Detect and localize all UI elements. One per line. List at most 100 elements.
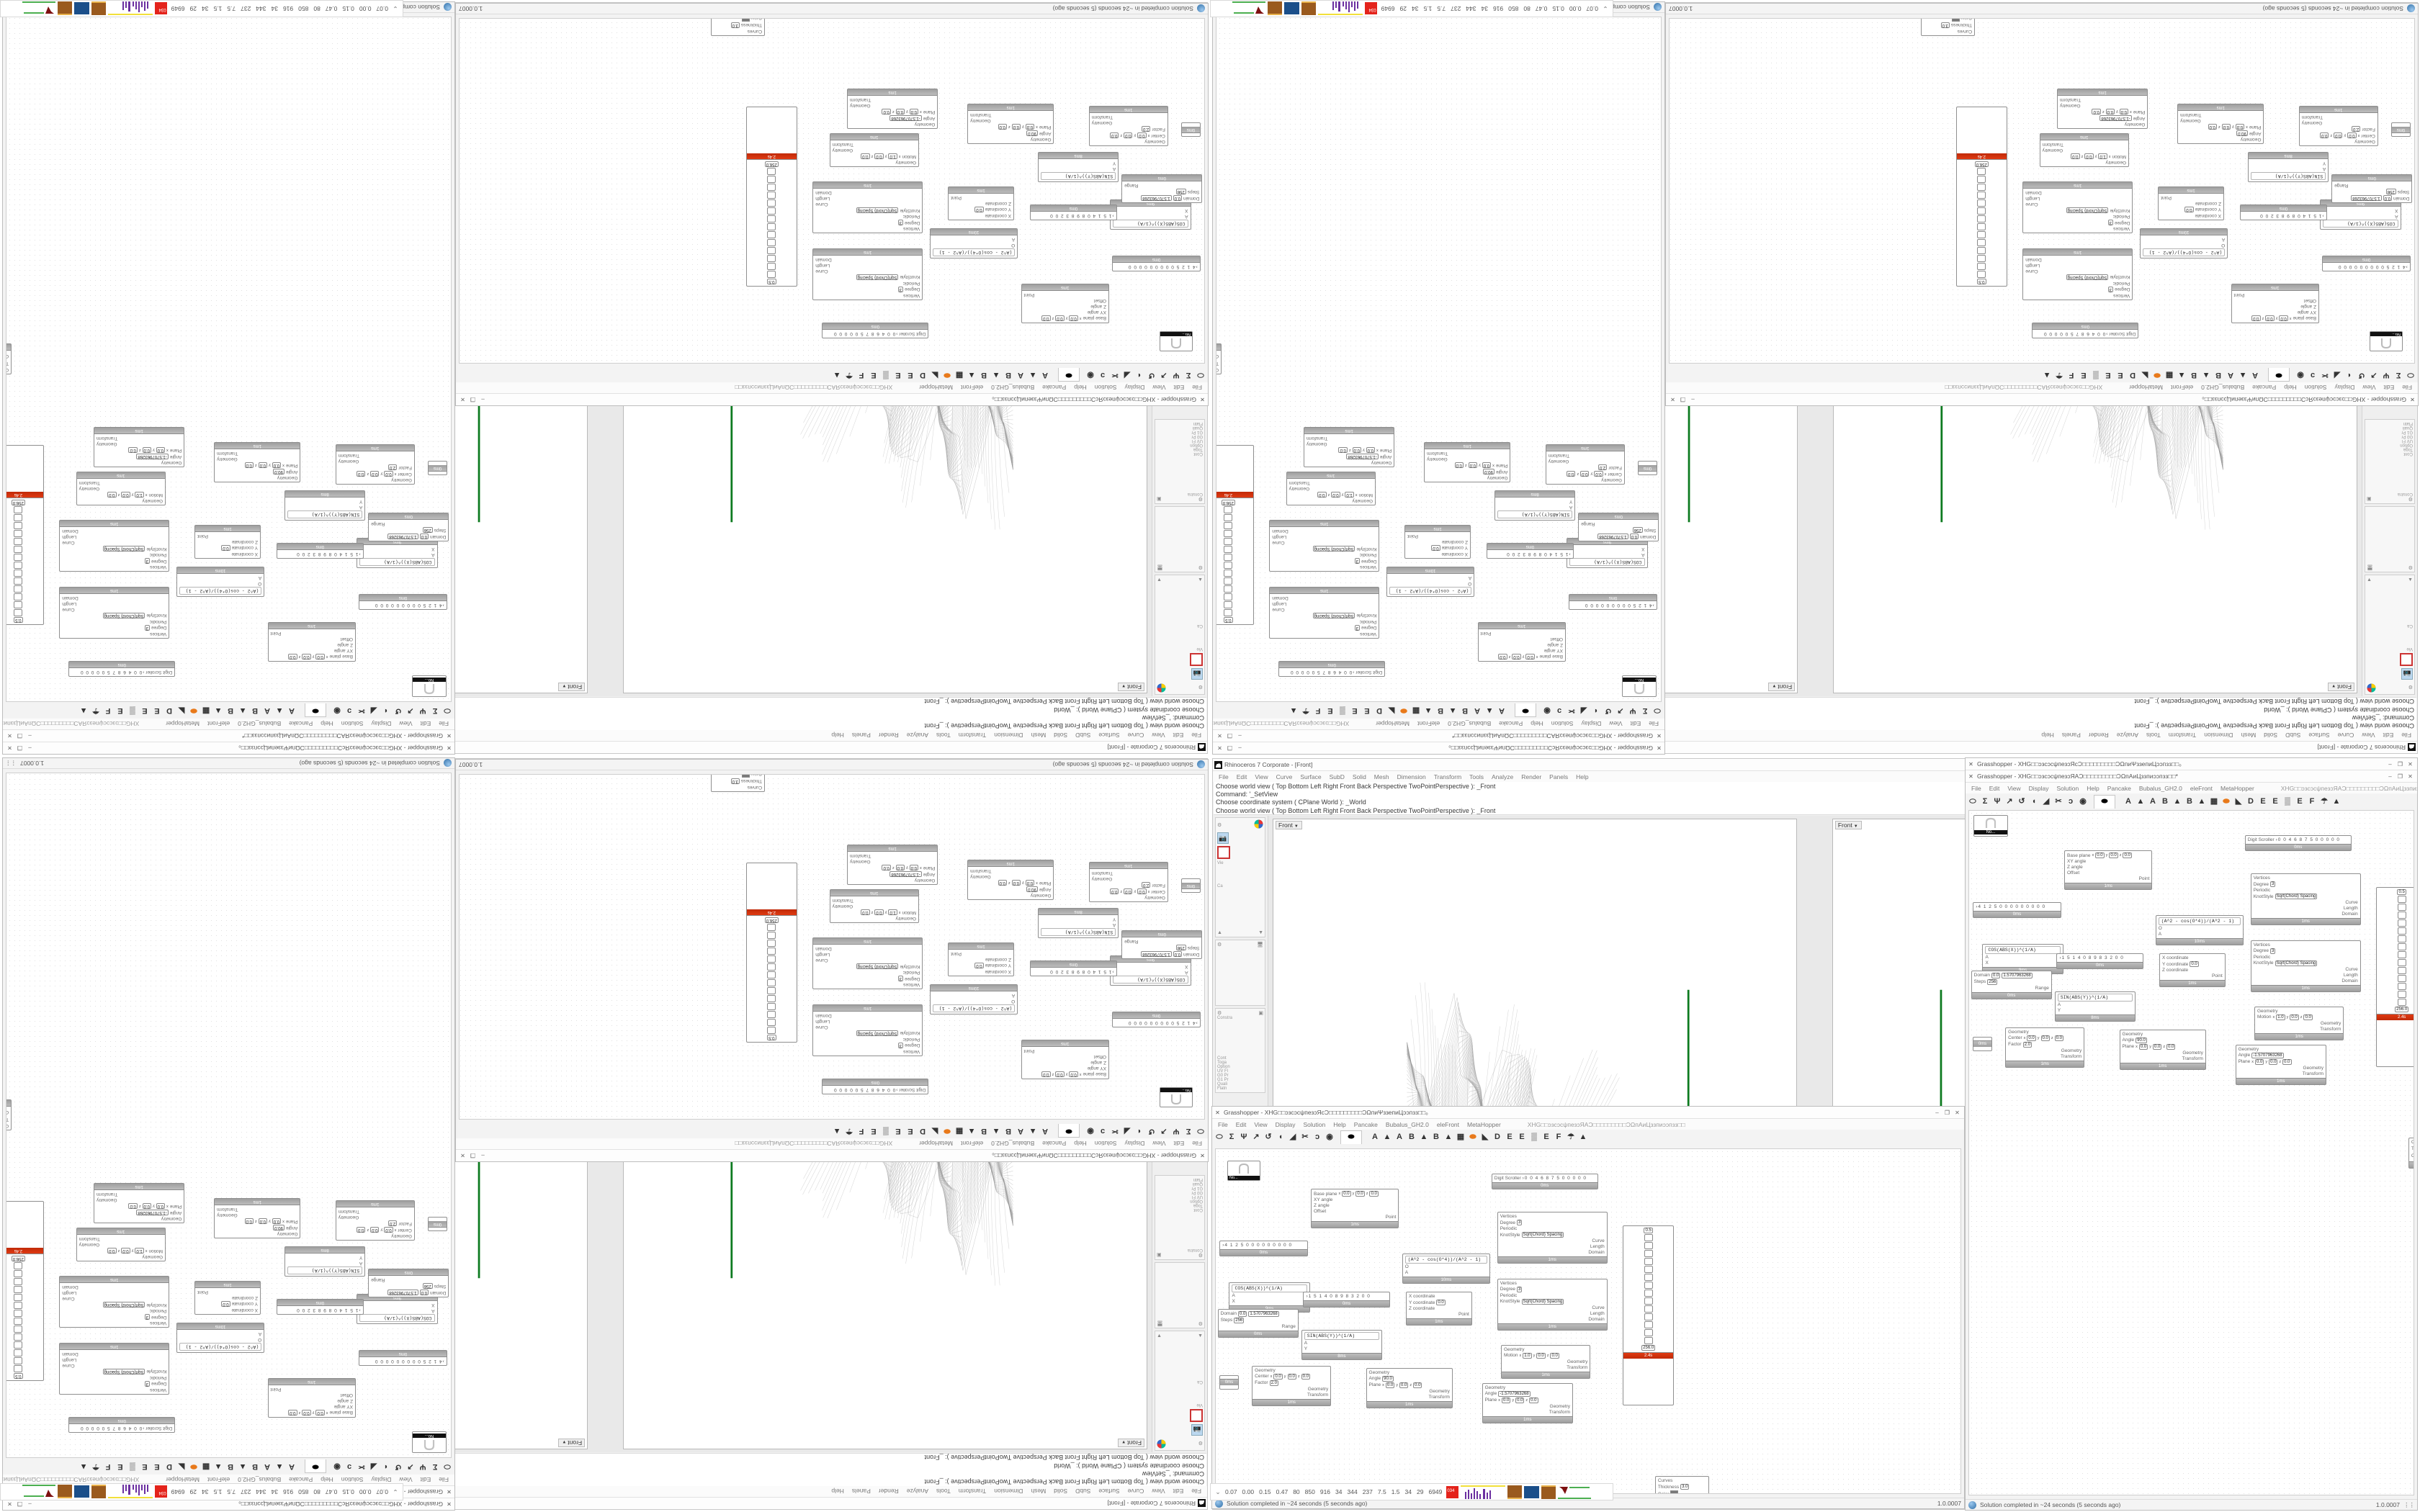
gh-input-port[interactable]: A (1468, 575, 1472, 580)
gh-value-input[interactable]: 0.0 (2265, 315, 2275, 321)
gh-output-port[interactable]: Length (62, 1356, 77, 1362)
gh-expression[interactable]: SIN(ABS(Y))^(1/A) (287, 1266, 363, 1275)
gh-output-port[interactable]: Curve (2025, 268, 2038, 274)
gh-value-input[interactable]: 0.0 (895, 109, 905, 115)
gh-list-item[interactable] (14, 1326, 23, 1333)
gh-menubar[interactable]: File Edit View Display Solution Help Pancake Bu… (1966, 783, 2417, 793)
gh-output-port[interactable]: Point (1023, 1048, 1035, 1053)
gh-component-nurbs-curve-2[interactable]: Vertices Degree 3 Periodic KnotStyle Sqrt(Cho… (812, 181, 923, 234)
gh-value-input[interactable]: 0.0 (128, 1203, 138, 1210)
gh-expression[interactable]: (A^2 - cos(O*4))/(A^2 - 1) (2142, 248, 2226, 256)
gh-back-menubar[interactable]: File Edit View Display Solution Help Pancake Bu… (456, 1138, 1208, 1149)
maximize-icon[interactable]: ❐ (17, 732, 23, 739)
gh-component-rotate-neg[interactable]: Geometry Angle -1.5707963268 Plane x 0.0 y 0.0 z… (2056, 89, 2148, 130)
params-blob-icon[interactable]: ⬭ (1197, 371, 1204, 380)
gh-component-rotate-neg[interactable]: Geometry Angle -1.5707963268 Plane x 0.0 y 0.0 z… (93, 1183, 185, 1224)
viewport-label[interactable]: Front▼ (1834, 821, 1862, 829)
gh-list-item[interactable] (1224, 530, 1233, 538)
gh-input-port[interactable]: X (1641, 546, 1645, 552)
menu-item-transform[interactable]: Transform (958, 732, 987, 739)
gh-output-port[interactable]: Length (62, 534, 77, 540)
ellipse-icon[interactable]: ⬬ (2223, 796, 2230, 806)
ribbon-icon-E[interactable]: E (1507, 1132, 1512, 1141)
gh-output-port[interactable]: Transform (1306, 436, 1328, 441)
tower-icon[interactable]: ▲ (2043, 371, 2051, 380)
gh-component-base-plane-point[interactable]: Base plane x 0.0 y 0.0 z 0.0 XY angle Z angle Off… (267, 621, 356, 662)
gh-input-port[interactable]: A (1641, 552, 1645, 558)
gh-output-port[interactable]: Point (1407, 534, 1419, 539)
gh-component-construct-point[interactable]: X coordinate Y coordinate 0.0 Z coordinate P… (948, 942, 1014, 976)
ribbon-icon-A[interactable]: A (2228, 371, 2233, 380)
gh-list-item[interactable] (2397, 903, 2406, 911)
menu-item-help[interactable]: Help (831, 1488, 844, 1495)
gh-digit-values[interactable]: ›0 0 4 6 8 7 5 0 0 0 0 0 (833, 1086, 898, 1092)
gh-input-port[interactable]: A (2322, 166, 2326, 172)
gh-output-port[interactable]: Curve (815, 958, 828, 963)
menu-item-display[interactable]: Display (2028, 784, 2049, 792)
gear-icon[interactable]: ⚙ (1198, 564, 1203, 570)
gh-digit-values[interactable]: ›0 0 4 6 8 7 5 0 0 0 0 0 (2043, 330, 2108, 336)
gh-output-port[interactable]: Range (1124, 183, 1139, 189)
chevron-down-icon[interactable]: ▼ (1772, 683, 1777, 688)
maximize-icon[interactable]: ❐ (2397, 760, 2403, 768)
gh-window-controls[interactable]: – ❐ ✕ (4, 733, 34, 739)
menu-item-view[interactable]: View (399, 720, 413, 728)
gh-output-port[interactable]: Point (197, 534, 209, 539)
gh-input-port[interactable]: O (2221, 242, 2226, 248)
ribbon-icon-D[interactable]: D (920, 1127, 926, 1136)
menu-item-dimension[interactable]: Dimension (1397, 773, 1426, 780)
menu-item-help[interactable]: Help (1074, 1140, 1087, 1148)
gh-component-expression-sinabs[interactable]: SIN(ABS(Y))^(1/A) A Y 8ms (1301, 1329, 1382, 1360)
gh-degree-input[interactable]: 3 (2270, 948, 2276, 954)
gh-menubar[interactable]: File Edit View Display Solution Help Pancake Bu… (3, 719, 454, 729)
gh-knotstyle-select[interactable]: Sqrt(Chord) Spacing (856, 274, 899, 280)
menu-item-view[interactable]: View (1152, 1140, 1166, 1148)
gh-component-graft-tree[interactable]: 0ms (1638, 460, 1657, 475)
gh-list-item[interactable] (767, 247, 776, 255)
menu-item-view[interactable]: View (1152, 384, 1166, 392)
B-mountain[interactable]: ▲ (1420, 1132, 1428, 1141)
gh-color-swatch[interactable] (1951, 18, 1960, 22)
gh-list-item[interactable] (767, 971, 776, 979)
gh-output-port[interactable]: Geometry (832, 904, 853, 909)
gh-list-item[interactable] (1224, 570, 1233, 577)
gh-value-input[interactable]: 0.0 (1436, 1300, 1446, 1305)
menu-item-render[interactable]: Render (878, 1488, 899, 1495)
B-mountain[interactable]: ▲ (238, 706, 247, 716)
gh-digit-values[interactable]: ›0 0 4 6 8 7 5 0 0 0 0 0 (833, 330, 898, 336)
gh-digit-values[interactable]: ›1 5 1 4 0 8 9 8 3 2 0 0 (1506, 552, 1571, 557)
gh-component-scale[interactable]: Geometry Center x 0.0 y 0.0 z 0.0 Factor 2.0 Geome… (335, 444, 415, 485)
gh-output-port[interactable]: Geometry (217, 1212, 238, 1218)
object-icon[interactable]: ▣ (1157, 1252, 1162, 1257)
gh-output-port[interactable]: Point (2138, 876, 2150, 882)
ribbon-icon-E[interactable]: E (2260, 796, 2266, 806)
panel-display-color[interactable]: ⚙ 📷 Vie Ca (1215, 817, 1265, 937)
gh-output-port[interactable]: Domain (815, 1012, 832, 1018)
gh-component-graft-tree[interactable]: 0ms (2391, 122, 2411, 137)
gh-value-input[interactable]: 0.0 (2303, 1014, 2313, 1020)
menu-item-curve[interactable]: Curve (1276, 773, 1293, 780)
close-icon[interactable]: ✕ (1670, 396, 1675, 403)
gh-value-input[interactable]: 0.0 (2290, 1014, 2299, 1020)
ribbon-icon-B[interactable]: B (1433, 1132, 1439, 1141)
gh-component-move[interactable]: Geometry Motion x 1.0 y 0.0 z 0.0 Geometry Transf… (829, 133, 919, 168)
gh-output-port[interactable]: Range (1581, 521, 1595, 527)
close-icon[interactable]: ✕ (460, 396, 465, 403)
gh-output-port[interactable]: Transform (849, 97, 871, 103)
gh-list-item[interactable] (1977, 271, 1986, 279)
gh-list-item[interactable] (767, 924, 776, 932)
gh-value-input[interactable]: 0.0 (107, 492, 117, 498)
minimize-icon[interactable]: – (1238, 732, 1242, 739)
gear-icon[interactable]: ⚙ (1198, 684, 1203, 690)
gh-value-input[interactable]: 0.0 (1431, 545, 1440, 551)
gh-list-item[interactable] (2397, 895, 2406, 903)
gh-expression[interactable]: COS(ABS(X))^(1/A) (1113, 220, 1188, 228)
gh-component-digit-scroller-1[interactable]: Digit Scroller ›0 0 4 6 8 7 5 0 0 0 0 0 0m… (822, 322, 929, 338)
menu-item-elefront[interactable]: eleFront (207, 720, 230, 728)
menu-item-subd[interactable]: SubD (1075, 732, 1091, 739)
gh-output-port[interactable]: Transform (79, 480, 100, 486)
gh-ribbon-tab[interactable]: ⬬ (1340, 1130, 1362, 1144)
gh-list-item[interactable] (767, 184, 776, 192)
